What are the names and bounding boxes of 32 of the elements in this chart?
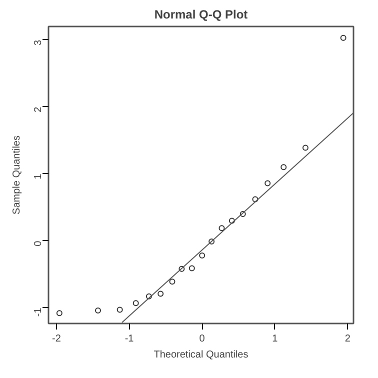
point [340, 34, 346, 41]
point [169, 278, 176, 285]
x-tick-label: 2 [344, 334, 351, 344]
x-tick-label: 1 [272, 334, 278, 344]
y-axis-title: Sample Quantiles [12, 136, 22, 214]
point [240, 211, 246, 218]
point [252, 196, 258, 202]
x-tick-label: -1 [124, 334, 134, 344]
y-tick-label: 2 [33, 106, 44, 112]
x-axis-title: Theoretical Quantiles [154, 350, 248, 360]
chart-title: Normal Q-Q Plot [154, 8, 248, 22]
point [95, 307, 101, 314]
point [146, 293, 152, 300]
y-tick-label: 0 [33, 240, 44, 246]
point [116, 306, 123, 313]
point [188, 265, 195, 272]
point [302, 144, 308, 151]
y-tick-label: -1 [33, 307, 44, 317]
point [199, 252, 206, 259]
x-tick-label: -2 [52, 334, 62, 344]
point [132, 300, 139, 306]
y-tick-label: 3 [33, 39, 44, 46]
point [280, 164, 287, 170]
point [158, 290, 164, 297]
point [56, 310, 62, 316]
point [228, 218, 235, 224]
x-tick-label: 0 [199, 334, 206, 344]
point [218, 225, 225, 232]
point [264, 180, 271, 186]
y-tick-label: 1 [33, 173, 44, 180]
point [208, 238, 215, 244]
point [178, 266, 185, 272]
